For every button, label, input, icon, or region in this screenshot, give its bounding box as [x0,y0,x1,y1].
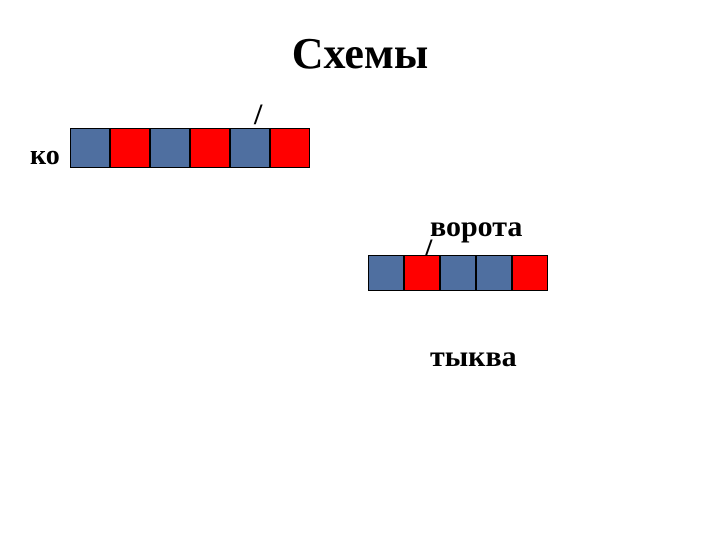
scheme-cell [230,128,270,168]
slide-stage: Схемы ко / ворота / тыква [0,0,720,540]
scheme-cell [150,128,190,168]
sound-scheme-2 [368,255,548,291]
stress-mark-1: / [254,98,262,132]
scheme-cell [440,255,476,291]
scheme-cell [70,128,110,168]
word-2: ворота [430,210,522,244]
word-1: ко [30,140,60,172]
page-title: Схемы [0,28,720,79]
scheme-cell [270,128,310,168]
scheme-cell [404,255,440,291]
scheme-cell [368,255,404,291]
scheme-cell [190,128,230,168]
scheme-cell [110,128,150,168]
scheme-cell [476,255,512,291]
scheme-cell [512,255,548,291]
sound-scheme-1 [70,128,310,168]
word-3: тыква [430,340,517,374]
